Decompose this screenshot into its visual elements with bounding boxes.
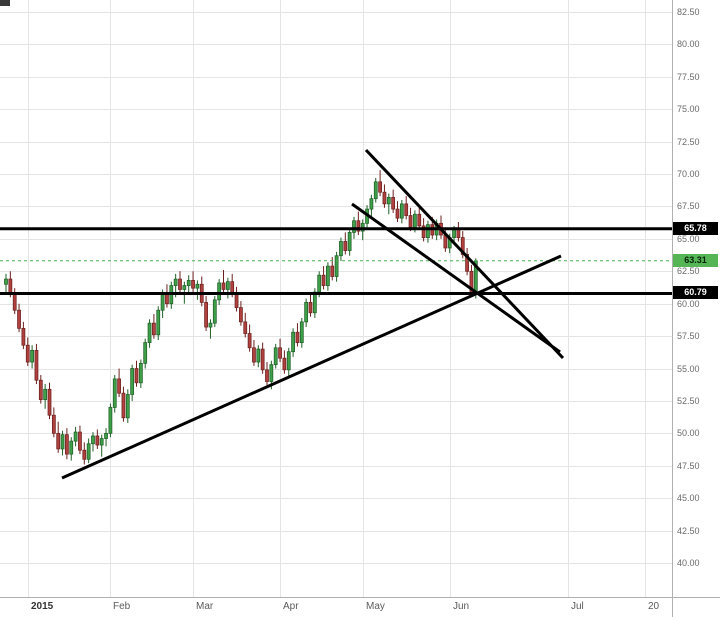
trendlines[interactable] — [61, 148, 565, 480]
time-tick-label: 20 — [648, 601, 660, 612]
time-tick-label: Jun — [453, 601, 470, 612]
price-tick-label: 65.00 — [677, 233, 700, 244]
chart-canvas[interactable] — [0, 0, 672, 597]
price-tick-label: 80.00 — [677, 39, 700, 50]
price-tick-label: 82.50 — [677, 7, 700, 17]
horizontal-gridlines — [0, 12, 672, 564]
price-tick-label: 67.50 — [677, 201, 700, 212]
price-tick-label: 75.00 — [677, 104, 700, 115]
price-tick-label: 42.50 — [677, 525, 700, 536]
price-tick-label: 77.50 — [677, 71, 700, 82]
time-tick-label: Feb — [113, 601, 131, 612]
time-tick-label: Apr — [283, 601, 299, 612]
price-tick-label: 60.00 — [677, 298, 700, 309]
descending-channel-lower-line[interactable] — [351, 202, 561, 354]
time-tick-label: Mar — [196, 601, 214, 612]
axis-corner — [672, 597, 720, 617]
time-axis[interactable]: 2015 Feb Mar Apr May Jun Jul 20 — [0, 597, 672, 617]
price-tick-label: 70.00 — [677, 169, 700, 180]
time-tick-label: Jul — [571, 601, 584, 612]
time-tick-label: 2015 — [31, 601, 54, 612]
logo-fragment — [0, 0, 10, 6]
price-tick-label: 62.50 — [677, 266, 700, 277]
time-tick-label: May — [366, 601, 385, 612]
last-price-badge: 63.31 — [673, 253, 718, 267]
price-tick-label: 50.00 — [677, 428, 700, 439]
descending-channel-upper-line[interactable] — [364, 148, 565, 360]
horizontal-level-lines[interactable] — [0, 227, 672, 295]
price-axis[interactable]: 65.78 63.31 60.79 82.50 80.00 77.50 75.00 72… — [672, 0, 720, 597]
price-tick-label: 57.50 — [677, 331, 700, 342]
price-tick-label: 47.50 — [677, 460, 700, 471]
price-tick-label: 72.50 — [677, 136, 700, 147]
price-tick-label: 40.00 — [677, 558, 700, 568]
vertical-gridlines — [28, 0, 646, 597]
price-tick-label: 45.00 — [677, 493, 700, 504]
chart-background — [0, 0, 672, 597]
candlestick-series[interactable] — [4, 170, 478, 465]
price-tick-label: 55.00 — [677, 363, 700, 374]
price-level-badge-lower: 60.79 — [673, 286, 718, 300]
price-tick-label: 52.50 — [677, 395, 700, 406]
price-level-badge-upper: 65.78 — [673, 221, 718, 235]
